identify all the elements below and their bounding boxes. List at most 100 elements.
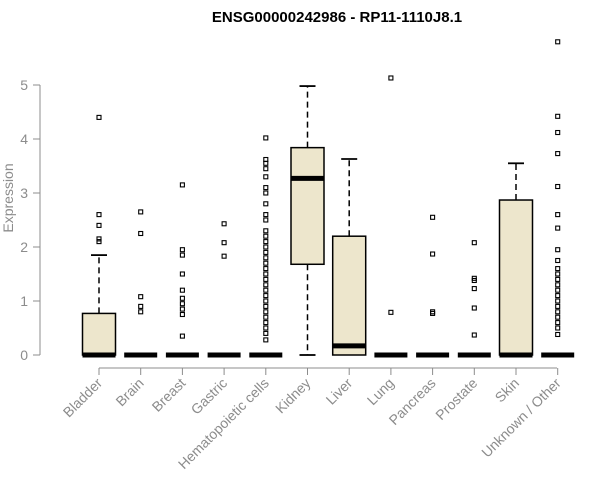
outlier-point (179, 333, 185, 339)
outlier-point (263, 282, 269, 288)
outlier-point (179, 271, 185, 277)
outlier-point (263, 166, 269, 172)
outlier-point (263, 190, 269, 196)
box-pancreas (416, 214, 450, 358)
outlier-point (138, 209, 144, 215)
outlier-point (179, 311, 185, 318)
outlier-point (263, 228, 269, 234)
outlier-point (430, 214, 436, 220)
boxes-layer (81, 39, 575, 358)
outlier-point (263, 298, 269, 304)
outlier-point (555, 282, 561, 288)
box-gastric (207, 221, 241, 358)
outlier-point (555, 276, 561, 282)
outlier-point (555, 257, 561, 264)
outlier-point (263, 303, 269, 309)
y-tick-label: 5 (20, 77, 28, 93)
outlier-point (555, 151, 561, 157)
outlier-point (263, 239, 269, 245)
outlier-point (263, 287, 269, 293)
y-tick-label: 0 (20, 347, 28, 363)
outlier-point (555, 303, 561, 309)
outlier-point (263, 135, 269, 141)
outlier-point (263, 201, 269, 207)
y-tick-label: 1 (20, 293, 28, 309)
x-tick-label: Breast (149, 375, 189, 415)
x-tick-label: Brain (112, 375, 146, 409)
outlier-point (179, 287, 185, 293)
outlier-point (263, 260, 269, 266)
outlier-point (555, 271, 561, 277)
outlier-point (179, 252, 185, 258)
outlier-point (471, 286, 477, 292)
x-tick-label: Kidney (272, 375, 314, 417)
y-tick-label: 2 (20, 239, 28, 255)
outlier-point (263, 233, 269, 239)
outlier-point (221, 240, 227, 246)
outlier-point (555, 320, 561, 326)
outlier-point (471, 305, 477, 311)
box-body (331, 235, 367, 356)
box-brain (124, 209, 158, 358)
outlier-point (263, 330, 269, 336)
outlier-point (388, 309, 394, 315)
y-axis-ticks: 0 1 2 3 4 5 (20, 77, 40, 363)
outlier-point (179, 247, 185, 253)
outlier-point (555, 325, 561, 331)
outlier-point (263, 320, 269, 326)
outlier-point (179, 295, 185, 301)
outlier-point (96, 236, 102, 242)
outlier-point (263, 293, 269, 299)
box-body (290, 146, 325, 266)
x-tick-label: Lung (364, 375, 397, 408)
outlier-point (555, 39, 561, 45)
outlier-point (263, 325, 269, 331)
outlier-point (263, 337, 269, 343)
x-tick-label: Skin (492, 375, 523, 406)
outlier-point (221, 221, 227, 227)
outlier-point (555, 225, 561, 231)
outlier-point (263, 314, 269, 320)
outlier-point (96, 222, 102, 228)
x-tick-label: Prostate (432, 375, 480, 423)
box-kidney (290, 85, 325, 356)
outlier-point (430, 251, 436, 257)
chart-title: ENSG00000242986 - RP11-1110J8.1 (212, 9, 462, 26)
outlier-point (555, 212, 561, 218)
outlier-point (263, 244, 269, 250)
box-unknown-other (541, 39, 575, 358)
box-hematopoietic-cells (249, 135, 283, 358)
x-tick-label: Bladder (60, 375, 106, 421)
outlier-point (138, 303, 144, 309)
outlier-point (471, 275, 477, 281)
outlier-point (96, 114, 102, 120)
outlier-point (263, 266, 269, 272)
outlier-point (263, 255, 269, 261)
box-skin (498, 162, 534, 358)
outlier-point (221, 253, 227, 259)
box-lung (374, 75, 408, 358)
box-bladder (81, 114, 117, 358)
outlier-point (555, 287, 561, 293)
outlier-point (96, 239, 102, 245)
outlier-point (263, 309, 269, 315)
outlier-point (555, 129, 561, 136)
outlier-point (555, 298, 561, 304)
box-breast (165, 182, 199, 358)
outlier-point (138, 230, 144, 237)
box-body (498, 199, 534, 356)
outlier-point (263, 217, 269, 223)
outlier-point (555, 247, 561, 253)
outlier-point (555, 183, 561, 190)
outlier-point (471, 240, 477, 246)
y-tick-label: 4 (20, 131, 28, 147)
outlier-point (555, 314, 561, 320)
box-body (81, 312, 117, 356)
y-axis-label: Expression (0, 163, 16, 232)
outlier-point (471, 332, 477, 338)
outlier-point (263, 249, 269, 255)
outlier-point (388, 75, 394, 81)
outlier-point (263, 185, 269, 191)
box-liver (331, 158, 367, 356)
